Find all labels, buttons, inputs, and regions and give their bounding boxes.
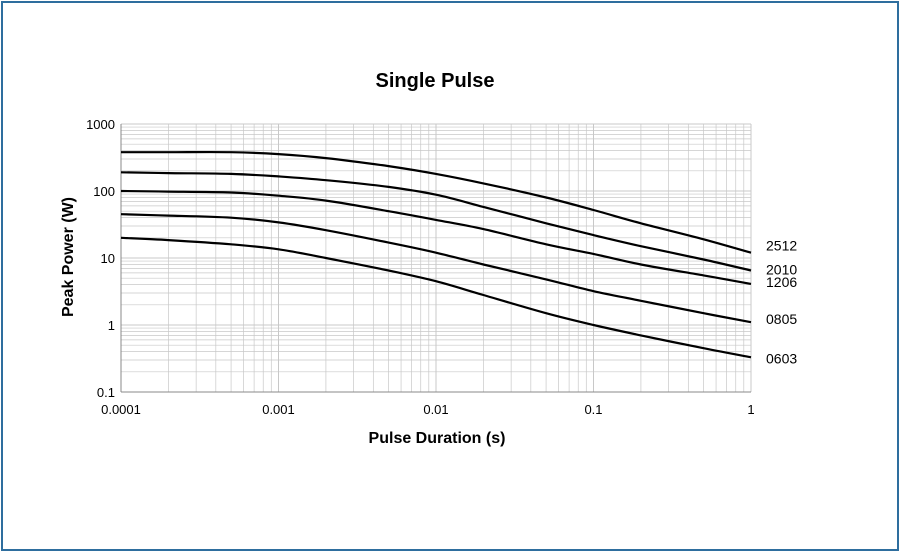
series-label-0805: 0805 <box>766 311 797 327</box>
series-label-1206: 1206 <box>766 274 797 290</box>
y-tick-label: 10 <box>101 251 115 266</box>
y-tick-label: 1000 <box>86 117 115 132</box>
grid <box>120 123 752 393</box>
tick-labels: 0.0001 0.001 0.01 0.1 1 1000 100 10 1 0.1 <box>86 117 755 417</box>
series-label-0603: 0603 <box>766 350 797 366</box>
series-line-2512 <box>120 150 752 254</box>
series-label-2010: 2010 <box>766 262 797 278</box>
series-line-0805 <box>120 213 752 324</box>
y-tick-label: 1 <box>108 318 115 333</box>
series-label-2512: 2512 <box>766 238 797 254</box>
chart-title: Single Pulse <box>376 70 495 92</box>
x-tick-label: 0.001 <box>262 402 295 417</box>
series-line-0603 <box>120 236 752 359</box>
y-tick-label: 100 <box>93 184 115 199</box>
x-tick-label: 0.01 <box>423 402 448 417</box>
x-tick-label: 0.0001 <box>101 402 141 417</box>
x-axis-title: Pulse Duration (s) <box>369 430 506 447</box>
series-line-1206 <box>120 189 752 285</box>
x-tick-label: 1 <box>747 402 754 417</box>
series-line-2010 <box>120 171 752 272</box>
y-tick-label: 0.1 <box>97 385 115 400</box>
series-lines <box>120 150 752 359</box>
x-tick-label: 0.1 <box>584 402 602 417</box>
y-axis-title: Peak Power (W) <box>60 197 77 317</box>
